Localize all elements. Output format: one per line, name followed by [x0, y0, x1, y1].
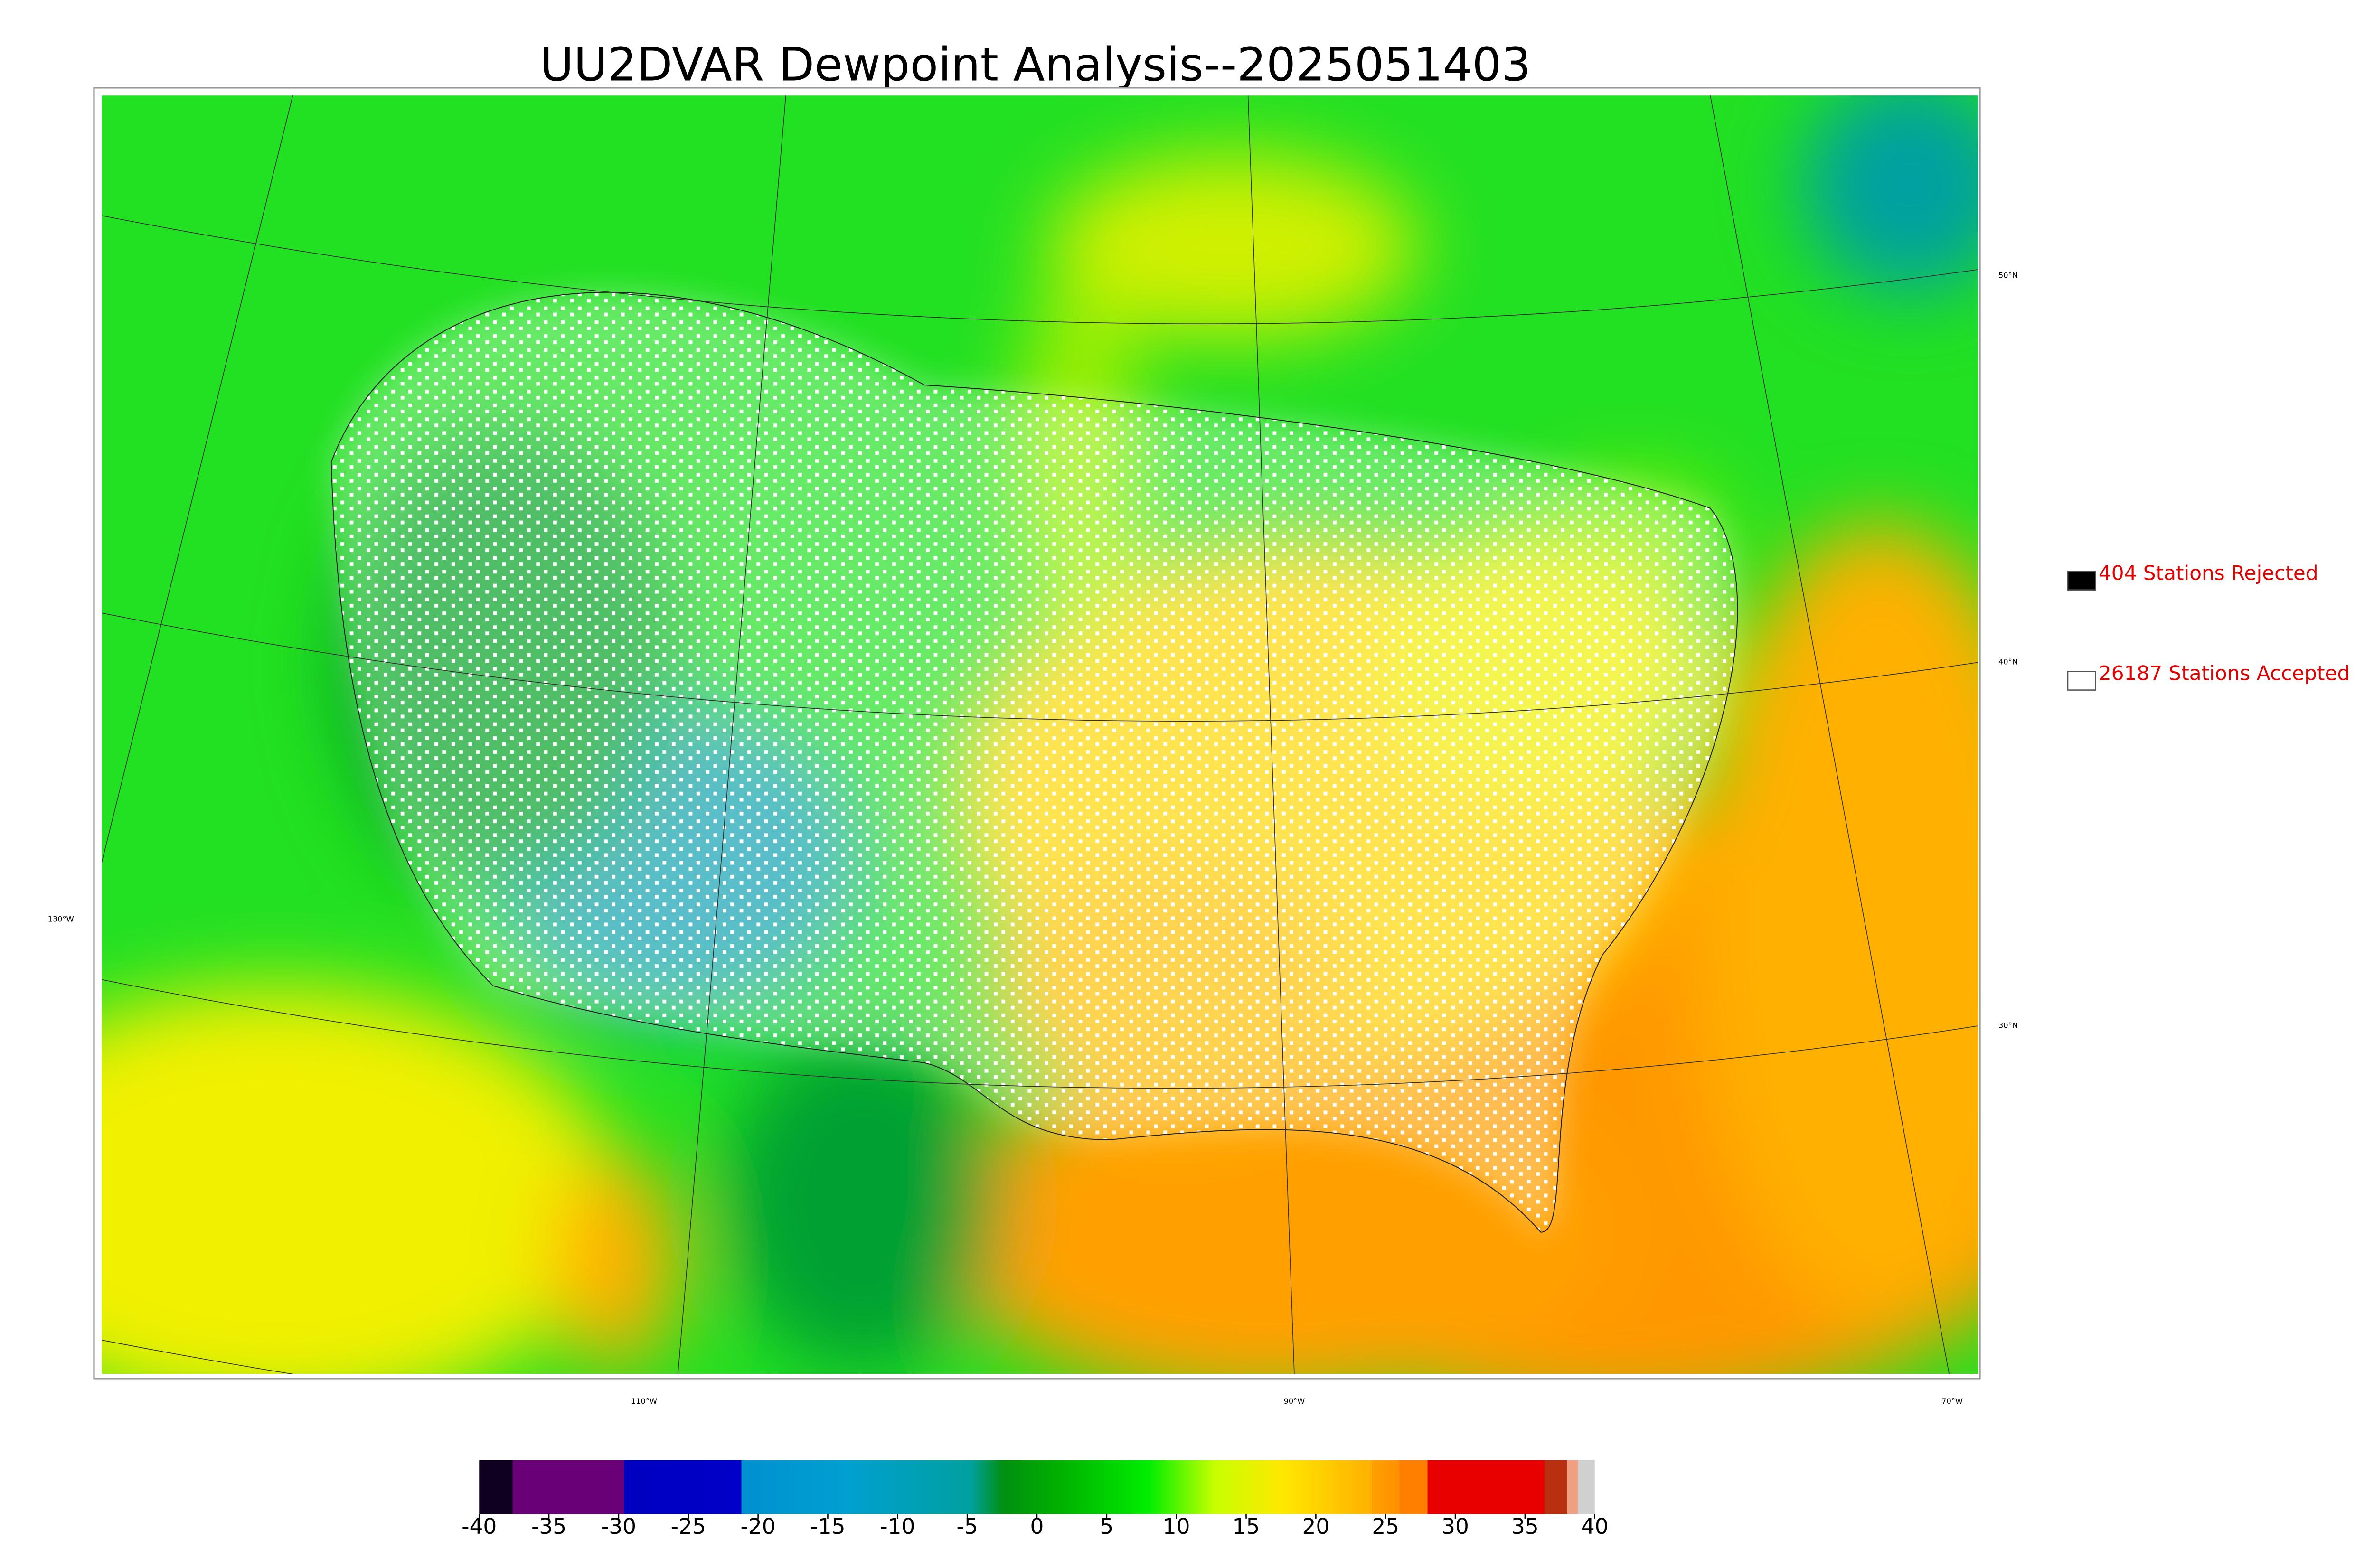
lon-label: 70°W: [1941, 1397, 1963, 1406]
colorbar-tick-label: -10: [880, 1514, 915, 1539]
graticule: [102, 95, 1978, 1374]
colorbar-tick-label: -25: [671, 1514, 706, 1539]
colorbar-tick-label: -40: [462, 1514, 497, 1539]
graticule-labels: 50°N 40°N 30°N 130°W 110°W 90°W 70°W: [48, 271, 2018, 1406]
colorbar: [479, 1460, 1595, 1514]
colorbar-tick-label: -30: [601, 1514, 636, 1539]
colorbar-tick-label: -20: [741, 1514, 776, 1539]
colorbar-tick-label: 25: [1372, 1514, 1399, 1539]
colorbar-tick-label: 30: [1441, 1514, 1469, 1539]
colorbar-tick-label: 15: [1233, 1514, 1260, 1539]
colorbar-tick-label: -15: [810, 1514, 845, 1539]
lon-label: 90°W: [1284, 1397, 1305, 1406]
lat-label: 30°N: [1998, 1021, 2018, 1030]
colorbar-tick-label: 35: [1511, 1514, 1539, 1539]
lat-label: 50°N: [1998, 271, 2018, 280]
colorbar-tick-label: 0: [1030, 1514, 1044, 1539]
legend-label: 404 Stations Rejected: [2099, 562, 2318, 585]
colorbar-tick-label: 20: [1302, 1514, 1329, 1539]
lon-label: 110°W: [631, 1397, 657, 1406]
lat-label: 130°W: [48, 915, 74, 924]
colorbar-tick-label: 40: [1581, 1514, 1609, 1539]
colorbar-tick-label: -35: [531, 1514, 566, 1539]
legend-label: 26187 Stations Accepted: [2099, 662, 2350, 685]
legend-swatch: [2067, 571, 2096, 591]
map: [102, 95, 1978, 1374]
stations: [330, 291, 1738, 1233]
title: UU2DVAR Dewpoint Analysis--2025051403: [540, 38, 1531, 92]
legend: 404 Stations Rejected 26187 Stations Acce…: [2067, 562, 2350, 691]
colorbar-ticks: -40 -35 -30 -25 -20 -15 -10 -5 0 5 10 15 20 25 30 35 40: [462, 1514, 1608, 1539]
colorbar-tick-label: -5: [957, 1514, 978, 1539]
colorbar-tick-label: 10: [1163, 1514, 1190, 1539]
legend-swatch: [2067, 671, 2096, 691]
colorbar-tick-label: 5: [1100, 1514, 1113, 1539]
lat-label: 40°N: [1998, 657, 2018, 667]
